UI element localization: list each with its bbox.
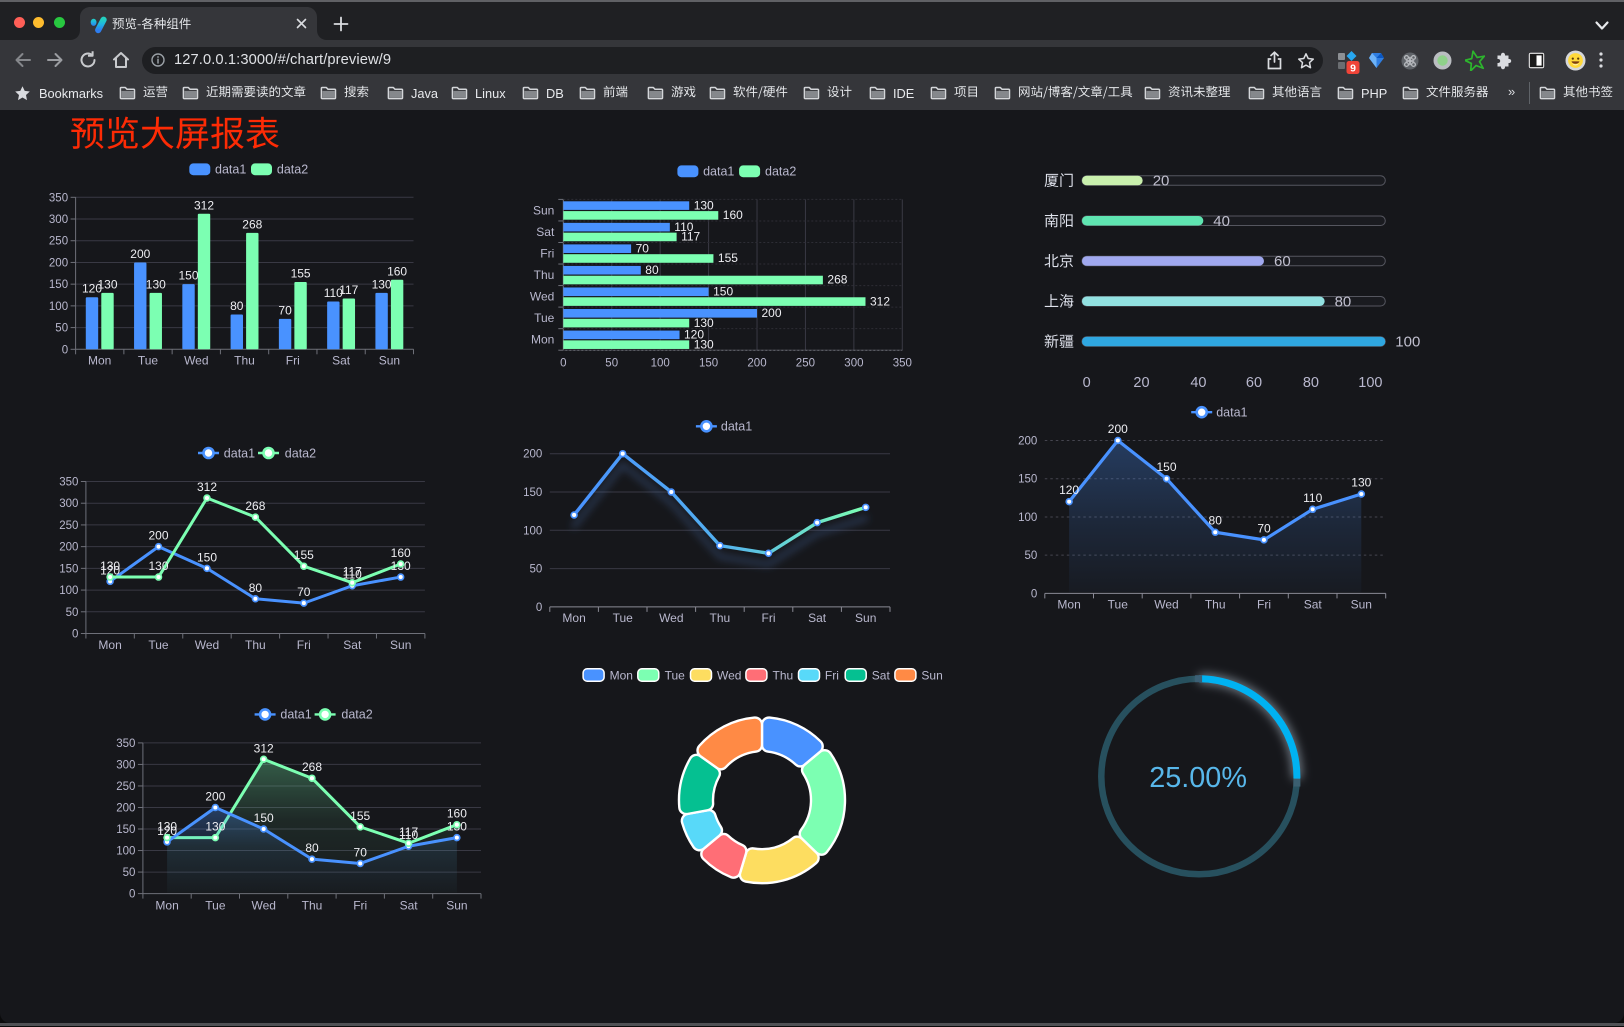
svg-text:9: 9 [1350,63,1356,75]
